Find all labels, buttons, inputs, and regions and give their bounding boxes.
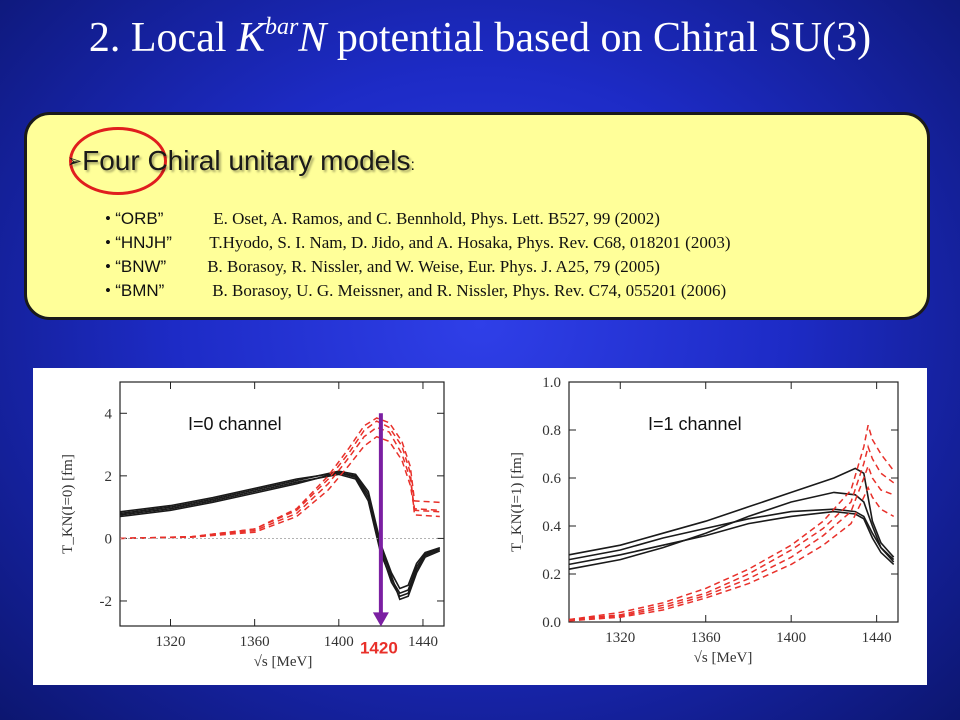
series-line-4 (119, 470, 441, 590)
page-title: 2. Local KbarN potential based on Chiral… (0, 14, 960, 62)
title-prefix: 2. Local (88, 15, 237, 61)
series-line-6 (568, 444, 895, 621)
y-axis-label: T_KN(I=0) [fm] (60, 454, 76, 554)
models-heading: ➢Four Chiral unitary models: (67, 145, 415, 177)
y-tick-label: 0.0 (542, 615, 561, 631)
x-tick-label: 1320 (155, 634, 185, 650)
channel-label: I=1 channel (648, 414, 742, 434)
charts-svg: 1320 1360 1400 1440 -2 0 2 4 I=0 channel √s [MeV]… (60, 375, 899, 670)
list-item: • “BNW” B. Borasoy, R. Nissler, and W. We… (105, 255, 731, 279)
series-line-7 (119, 420, 440, 540)
series-line-5 (568, 424, 895, 621)
series-line-2 (568, 508, 895, 563)
x-tick-label: 1360 (691, 630, 721, 646)
series-line-8 (568, 485, 895, 622)
model-name: “HNJH” (115, 233, 172, 252)
series-line-7 (568, 463, 894, 622)
list-item: • “HNJH” T.Hyodo, S. I. Nam, D. Jido, and… (105, 231, 731, 255)
x-tick-label: 1360 (240, 634, 270, 650)
y-axis-label: T_KN(I=1) [fm] (509, 452, 525, 552)
models-box: ➢Four Chiral unitary models: • “ORB” E. O… (24, 112, 930, 320)
list-item: • “BMN” B. Borasoy, U. G. Meissner, and R… (105, 279, 731, 303)
title-n: N (298, 15, 327, 61)
y-tick-label: 0.6 (542, 471, 561, 487)
plot-frame (568, 381, 899, 623)
y-tick-label: 0.2 (542, 567, 561, 583)
x-tick-label: 1400 (324, 634, 354, 650)
y-tick-label: 1.0 (542, 375, 561, 391)
models-heading-colon: : (410, 157, 415, 174)
y-tick-label: 0 (105, 531, 113, 547)
arrow-bullet-icon: ➢ (67, 151, 83, 171)
y-tick-label: -2 (100, 594, 113, 610)
chart-2: 1320 1360 1400 1440 0.0 0.2 0.4 0.6 0.8 1.0 I=1 ch… (509, 375, 899, 666)
x-tick-label: 1440 (408, 634, 438, 650)
models-heading-text: Four Chiral unitary models (82, 145, 411, 176)
highlight-circle (69, 127, 167, 195)
y-tick-label: 0.8 (542, 423, 561, 439)
model-name: “BNW” (115, 257, 167, 276)
chart-1: 1320 1360 1400 1440 -2 0 2 4 I=0 channel √s [MeV]… (60, 381, 445, 670)
series-line-1 (568, 467, 895, 558)
title-k-superscript: bar (265, 14, 299, 40)
series-line-8 (119, 435, 440, 540)
plot-frame (119, 381, 445, 627)
x-axis-label: √s [MeV] (694, 650, 753, 666)
channel-label: I=0 channel (188, 414, 282, 434)
title-suffix: potential based on Chiral SU(3) (326, 15, 872, 61)
x-tick-label: 1440 (862, 630, 892, 646)
title-k: K (237, 15, 266, 61)
model-list: • “ORB” E. Oset, A. Ramos, and C. Bennhol… (105, 207, 731, 303)
list-item: • “ORB” E. Oset, A. Ramos, and C. Bennhol… (105, 207, 731, 231)
y-tick-label: 2 (105, 469, 113, 485)
y-tick-label: 4 (105, 406, 113, 422)
model-reference: T.Hyodo, S. I. Nam, D. Jido, and A. Hosa… (209, 233, 731, 252)
model-name: “BMN” (115, 281, 165, 300)
series-line-3 (568, 510, 895, 566)
x-axis-label: √s [MeV] (254, 654, 313, 670)
marker-label: 1420 (360, 638, 398, 657)
model-reference: B. Borasoy, R. Nissler, and W. Weise, Eu… (207, 257, 660, 276)
x-tick-label: 1320 (605, 630, 635, 646)
chart-panel: 1320 1360 1400 1440 -2 0 2 4 I=0 channel √s [MeV]… (33, 368, 927, 685)
model-reference: B. Borasoy, U. G. Meissner, and R. Nissl… (212, 281, 727, 300)
x-tick-label: 1400 (776, 630, 806, 646)
series-line-4 (568, 491, 895, 570)
model-reference: E. Oset, A. Ramos, and C. Bennhold, Phys… (213, 209, 660, 228)
model-name: “ORB” (115, 209, 164, 228)
y-tick-label: 0.4 (542, 519, 561, 535)
marker-arrowhead-icon (372, 612, 389, 627)
